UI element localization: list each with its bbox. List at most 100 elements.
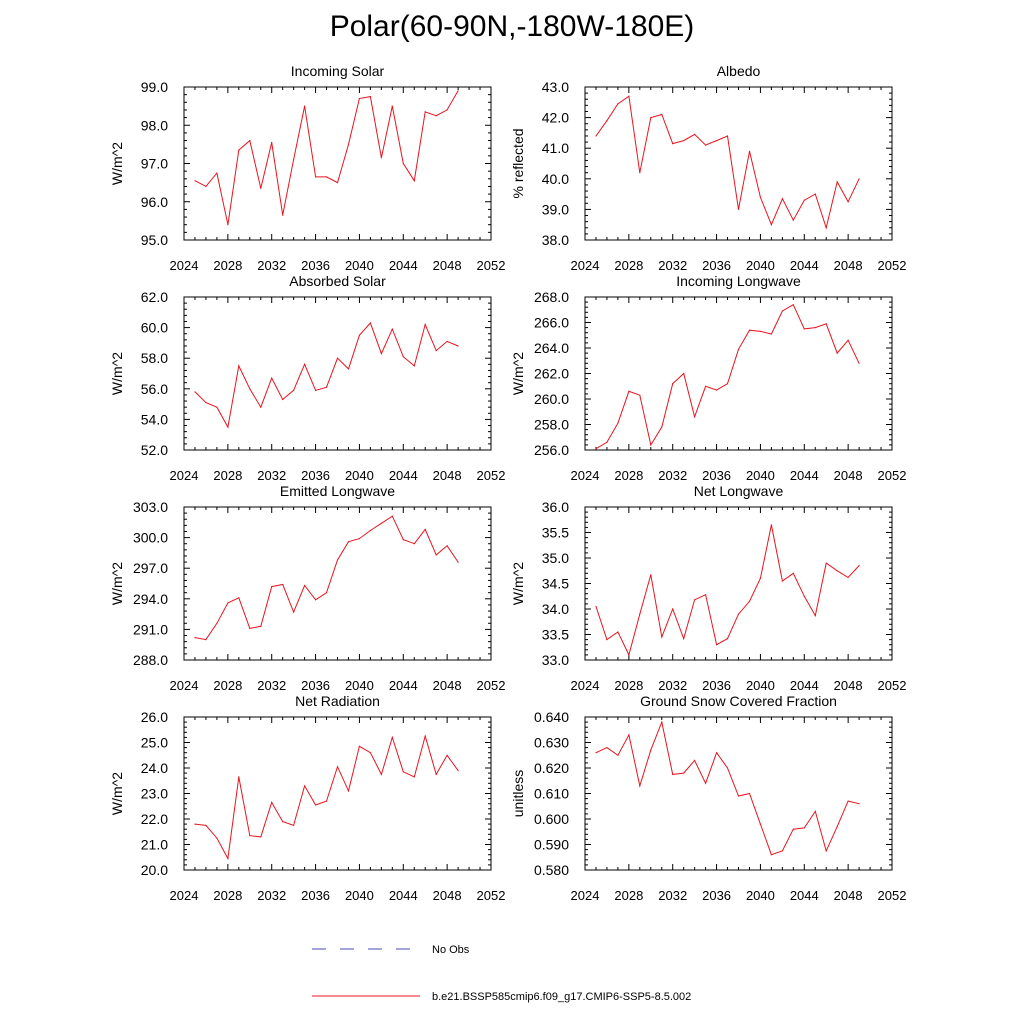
y-tick-label: 24.0 [141, 760, 168, 776]
data-point [260, 625, 262, 627]
x-tick-label: 2024 [571, 678, 600, 693]
data-point [639, 613, 641, 615]
data-point [216, 406, 218, 408]
data-point [617, 422, 619, 424]
data-point [446, 340, 448, 342]
data-point [402, 771, 404, 773]
data-point [781, 310, 784, 312]
data-point [358, 97, 360, 100]
x-tick-label: 2036 [301, 888, 330, 903]
data-point [694, 759, 696, 762]
x-tick-label: 2052 [477, 468, 506, 483]
y-tick-label: 260.0 [534, 391, 569, 407]
data-point [380, 522, 382, 524]
y-tick-label: 34.0 [542, 601, 569, 617]
y-tick-label: 98.0 [141, 117, 168, 133]
data-point [628, 734, 630, 736]
data-point [847, 339, 849, 341]
data-point [595, 448, 597, 450]
data-point [380, 157, 382, 159]
data-point [617, 631, 619, 633]
data-point [336, 182, 339, 184]
panel-title: Net Radiation [295, 693, 380, 709]
y-tick-label: 303.0 [133, 499, 168, 515]
data-point [694, 416, 696, 418]
x-tick-label: 2028 [213, 468, 242, 483]
data-point [628, 654, 630, 656]
data-point [227, 426, 229, 428]
data-point [683, 372, 685, 375]
x-tick-label: 2052 [477, 258, 506, 273]
chart-panel-0: Incoming Solar W/m^2 2024 2028 2032 2036 2040 2… [109, 63, 505, 273]
data-point [639, 785, 641, 787]
data-point [216, 837, 218, 839]
data-point [282, 398, 284, 401]
y-tick-label: 58.0 [141, 350, 168, 366]
data-point [369, 752, 371, 754]
data-point [293, 159, 295, 161]
y-axis-label: W/m^2 [510, 352, 526, 395]
data-point [260, 836, 262, 838]
x-tick-label: 2048 [834, 888, 863, 903]
data-point [194, 823, 196, 825]
data-point [457, 345, 459, 347]
data-point [716, 644, 718, 646]
data-point [424, 323, 426, 326]
data-point [792, 304, 794, 306]
y-axis-label: unitless [510, 770, 526, 817]
data-point [369, 322, 371, 324]
data-point [606, 120, 608, 122]
x-tick-label: 2044 [389, 888, 418, 903]
y-tick-label: 33.5 [542, 627, 569, 643]
data-point [402, 356, 404, 358]
y-tick-label: 258.0 [534, 417, 569, 433]
x-tick-label: 2024 [170, 258, 199, 273]
legend-obs-label: No Obs [432, 944, 470, 956]
data-point [304, 584, 306, 587]
data-point [672, 773, 674, 776]
y-tick-label: 99.0 [141, 79, 168, 95]
x-tick-label: 2036 [702, 468, 731, 483]
y-tick-label: 97.0 [141, 156, 168, 172]
data-point [858, 362, 860, 364]
plot-frame [183, 716, 492, 871]
data-point [325, 592, 328, 594]
y-tick-label: 35.5 [542, 525, 569, 541]
series-line [194, 322, 459, 429]
panel-title: Incoming Longwave [676, 273, 801, 289]
data-point [347, 368, 350, 370]
data-point [304, 363, 306, 365]
x-tick-label: 2028 [614, 888, 643, 903]
y-tick-label: 288.0 [133, 652, 168, 668]
data-point [271, 377, 273, 379]
data-point [803, 328, 805, 330]
data-point [661, 721, 663, 723]
y-tick-label: 52.0 [141, 442, 168, 458]
data-point [227, 602, 229, 604]
data-point [661, 636, 663, 638]
x-tick-label: 2024 [170, 678, 199, 693]
x-tick-label: 2048 [433, 888, 462, 903]
data-point [803, 827, 805, 829]
data-point [380, 773, 382, 776]
data-point [836, 181, 838, 183]
y-tick-label: 0.620 [534, 760, 569, 776]
y-tick-label: 23.0 [141, 786, 168, 802]
x-tick-label: 2052 [878, 888, 907, 903]
y-tick-label: 300.0 [133, 530, 168, 546]
x-tick-label: 2040 [746, 888, 775, 903]
data-point [446, 545, 448, 547]
x-tick-label: 2032 [257, 888, 286, 903]
data-point [694, 599, 696, 601]
data-point [435, 554, 437, 556]
data-point [650, 117, 652, 119]
panel-title: Albedo [717, 63, 761, 79]
data-point [628, 95, 630, 97]
data-point [716, 752, 718, 754]
data-point [759, 823, 762, 825]
data-point [770, 224, 773, 226]
x-tick-label: 2048 [433, 258, 462, 273]
data-point [683, 638, 685, 640]
data-point [770, 333, 773, 335]
